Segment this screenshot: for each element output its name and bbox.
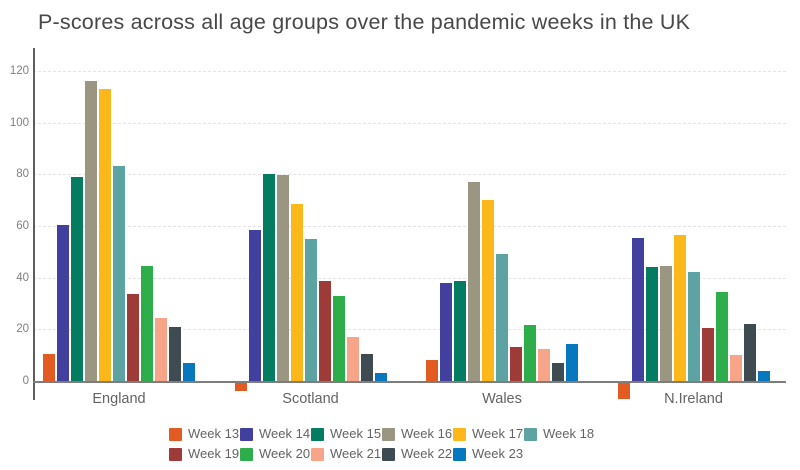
legend-label: Week 19 — [188, 446, 240, 461]
legend-swatch-icon — [311, 447, 324, 461]
bar[interactable] — [248, 229, 261, 381]
legend-item[interactable]: Week 22 — [382, 446, 453, 462]
x-category-label: England — [92, 391, 146, 407]
bar[interactable] — [715, 291, 728, 381]
legend-swatch-icon — [524, 427, 537, 441]
bar[interactable] — [346, 337, 359, 381]
bar[interactable] — [374, 373, 387, 381]
bar[interactable] — [262, 174, 275, 381]
x-category-label: Scotland — [282, 391, 339, 407]
y-tick-label: 0 — [22, 375, 29, 387]
legend-label: Week 23 — [472, 446, 524, 461]
bar[interactable] — [566, 343, 578, 381]
bar[interactable] — [99, 88, 111, 381]
legend-label: Week 21 — [330, 446, 382, 461]
legend-swatch-icon — [240, 427, 253, 441]
bar[interactable] — [440, 282, 452, 381]
gridline — [33, 329, 786, 331]
gridline — [33, 174, 786, 176]
y-tick-label: 60 — [16, 219, 29, 232]
bar[interactable] — [113, 166, 125, 381]
legend-swatch-icon — [453, 447, 466, 461]
x-baseline — [33, 381, 786, 383]
y-tick-label: 100 — [9, 116, 29, 129]
bar[interactable] — [468, 181, 480, 381]
legend-label: Week 16 — [401, 426, 453, 441]
y-tick-label: 120 — [9, 64, 29, 77]
gridline — [33, 225, 786, 227]
bar[interactable] — [659, 265, 672, 381]
y-tick-label: 40 — [16, 271, 29, 284]
legend-swatch-icon — [169, 427, 182, 441]
legend-item[interactable]: Week 20 — [240, 446, 311, 462]
legend-label: Week 20 — [259, 446, 311, 461]
legend-label: Week 15 — [330, 426, 382, 441]
bar[interactable] — [524, 325, 536, 381]
bar[interactable] — [757, 370, 770, 381]
bar[interactable] — [85, 81, 97, 381]
bar[interactable] — [276, 175, 289, 381]
legend-item[interactable]: Week 18 — [524, 426, 595, 442]
legend-item[interactable]: Week 23 — [453, 446, 524, 462]
legend-swatch-icon — [311, 427, 324, 441]
legend-item[interactable]: Week 14 — [240, 426, 311, 442]
bar[interactable] — [290, 203, 303, 381]
bar[interactable] — [318, 281, 331, 381]
bar[interactable] — [127, 294, 139, 381]
bar[interactable] — [729, 355, 742, 381]
bar[interactable] — [743, 324, 756, 381]
y-axis-line — [33, 48, 35, 400]
gridline — [33, 122, 786, 124]
gridline — [33, 277, 786, 279]
legend: Week 13 Week 14 Week 15 Week 16 Week 17 Week … — [169, 424, 595, 464]
bar[interactable] — [57, 224, 69, 381]
gridline — [33, 70, 786, 72]
legend-item[interactable]: Week 17 — [453, 426, 524, 442]
legend-item[interactable]: Week 19 — [169, 446, 240, 462]
legend-label: Week 22 — [401, 446, 453, 461]
bar[interactable] — [234, 382, 247, 392]
bar[interactable] — [43, 353, 55, 381]
legend-item[interactable]: Week 15 — [311, 426, 382, 442]
bar[interactable] — [538, 348, 550, 381]
bar[interactable] — [183, 362, 195, 381]
bar[interactable] — [687, 272, 700, 381]
bar[interactable] — [617, 382, 630, 399]
bar[interactable] — [426, 360, 438, 381]
bar[interactable] — [454, 281, 466, 381]
bar[interactable] — [645, 267, 658, 381]
legend-swatch-icon — [382, 427, 395, 441]
legend-label: Week 17 — [472, 426, 524, 441]
x-category-label: N.Ireland — [664, 391, 723, 407]
bar[interactable] — [155, 317, 167, 381]
chart-title: P-scores across all age groups over the … — [38, 10, 691, 34]
legend-item[interactable]: Week 13 — [169, 426, 240, 442]
bar[interactable] — [71, 176, 83, 381]
legend-item[interactable]: Week 21 — [311, 446, 382, 462]
bar[interactable] — [332, 295, 345, 381]
legend-swatch-icon — [453, 427, 466, 441]
bar[interactable] — [631, 237, 644, 381]
bar[interactable] — [304, 238, 317, 381]
legend-label: Week 14 — [259, 426, 311, 441]
legend-swatch-icon — [169, 447, 182, 461]
bar[interactable] — [510, 347, 522, 381]
legend-label: Week 18 — [543, 426, 595, 441]
bar[interactable] — [141, 265, 153, 381]
bar[interactable] — [169, 326, 181, 381]
y-tick-label: 20 — [16, 323, 29, 336]
legend-label: Week 13 — [188, 426, 240, 441]
legend-item[interactable]: Week 16 — [382, 426, 453, 442]
bar[interactable] — [673, 234, 686, 381]
legend-swatch-icon — [382, 447, 395, 461]
bar[interactable] — [496, 254, 508, 381]
x-category-label: Wales — [482, 391, 522, 407]
bar[interactable] — [360, 353, 373, 381]
legend-swatch-icon — [240, 447, 253, 461]
bar[interactable] — [701, 328, 714, 381]
y-tick-label: 80 — [16, 168, 29, 181]
bar[interactable] — [552, 362, 564, 381]
bar[interactable] — [482, 200, 494, 381]
